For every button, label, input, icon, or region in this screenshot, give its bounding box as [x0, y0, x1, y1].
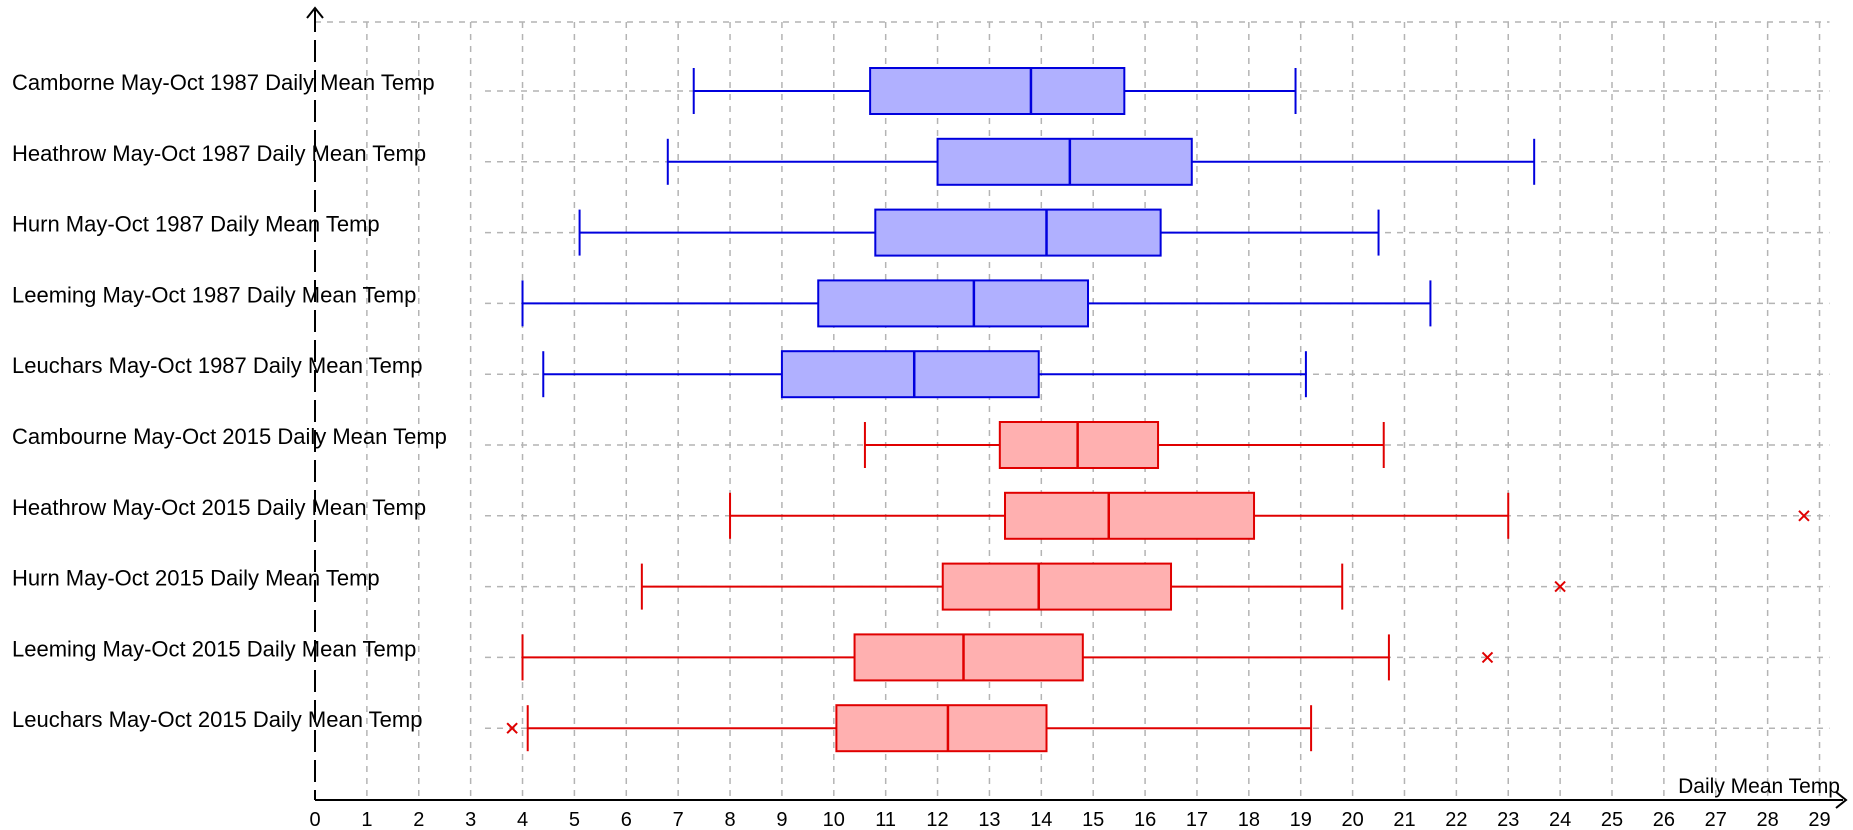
box-iqr: [998, 421, 1160, 469]
category-label: Heathrow May-Oct 1987 Daily Mean Temp: [12, 141, 426, 166]
x-tick-label: 19: [1290, 809, 1312, 830]
x-tick-labels: 0 1 2 3 4 5 6 7 8 9 10 11 12 13 14 15 16 17 18 19 20 21 22 23 24…: [309, 809, 1830, 830]
outlier-mark: [1554, 580, 1566, 593]
x-tick-label: 17: [1186, 809, 1208, 830]
outlier-point: [1798, 510, 1810, 522]
box-iqr: [853, 633, 1084, 682]
x-tick-label: 23: [1497, 809, 1519, 830]
category-label: Leuchars May-Oct 2015 Daily Mean Temp: [12, 707, 422, 732]
box-plot: [521, 633, 1494, 682]
x-tick-label: 3: [465, 809, 476, 830]
x-tick-label: 15: [1082, 809, 1104, 830]
box-iqr: [835, 704, 1048, 753]
x-tick-label: 7: [673, 809, 684, 830]
box-plot: [729, 491, 1810, 540]
x-tick-label: 6: [621, 809, 632, 830]
x-tick-label: 16: [1134, 809, 1156, 830]
x-tick-label: 9: [776, 809, 787, 830]
x-tick-label: 10: [823, 809, 845, 830]
box-iqr: [869, 67, 1126, 115]
outlier-point: [1481, 651, 1494, 664]
category-label: Cambourne May-Oct 2015 Daily Mean Temp: [12, 424, 447, 449]
box-plot: [542, 350, 1307, 399]
outlier-point: [1554, 580, 1566, 593]
category-label: Heathrow May-Oct 2015 Daily Mean Temp: [12, 495, 426, 520]
x-tick-label: 2: [413, 809, 424, 830]
box-plot: [521, 279, 1432, 328]
outlier-mark: [506, 722, 518, 734]
x-tick-label: 28: [1757, 809, 1779, 830]
x-tick-label: 0: [309, 809, 320, 830]
category-label: Leeming May-Oct 2015 Daily Mean Temp: [12, 636, 416, 661]
box-plot: [666, 137, 1536, 186]
category-labels: Camborne May-Oct 1987 Daily Mean Temp Hea…: [12, 70, 447, 732]
box-iqr: [874, 208, 1162, 257]
x-tick-label: 29: [1808, 809, 1830, 830]
x-tick-label: 27: [1705, 809, 1727, 830]
box-plot: [863, 421, 1385, 469]
box-plot: [692, 67, 1297, 115]
outlier-mark: [1481, 651, 1494, 664]
outlier-point: [506, 722, 518, 734]
x-tick-label: 1: [361, 809, 372, 830]
y-axis-arrow-icon: [306, 6, 324, 19]
box-iqr: [780, 350, 1040, 399]
x-tick-label: 22: [1445, 809, 1467, 830]
box-iqr: [936, 137, 1193, 186]
box-plot: [578, 208, 1380, 257]
x-tick-label: 12: [926, 809, 948, 830]
x-tick-label: 24: [1549, 809, 1571, 830]
x-tick-label: 20: [1341, 809, 1363, 830]
x-tick-label: 14: [1030, 809, 1052, 830]
category-label: Hurn May-Oct 2015 Daily Mean Temp: [12, 566, 380, 591]
category-label: Leuchars May-Oct 1987 Daily Mean Temp: [12, 353, 422, 378]
box-iqr: [817, 279, 1090, 328]
x-tick-label: 21: [1393, 809, 1415, 830]
x-tick-label: 4: [517, 809, 528, 830]
x-tick-label: 8: [724, 809, 735, 830]
x-tick-label: 5: [569, 809, 580, 830]
x-axis-arrow-icon: [1835, 791, 1848, 809]
x-axis-title: Daily Mean Temp: [1678, 775, 1840, 798]
x-tick-label: 13: [978, 809, 1000, 830]
box-plots: [506, 67, 1810, 753]
axes: Daily Mean Temp: [306, 6, 1848, 809]
category-label: Leeming May-Oct 1987 Daily Mean Temp: [12, 282, 416, 307]
x-tick-label: 18: [1238, 809, 1260, 830]
x-tick-label: 11: [875, 809, 896, 830]
box-iqr: [941, 562, 1173, 611]
category-label: Hurn May-Oct 1987 Daily Mean Temp: [12, 212, 380, 237]
x-tick-label: 25: [1601, 809, 1623, 830]
outlier-mark: [1798, 510, 1810, 522]
box-plot: [640, 562, 1566, 611]
box-plot: [506, 704, 1313, 753]
category-label: Camborne May-Oct 1987 Daily Mean Temp: [12, 70, 435, 95]
x-tick-label: 26: [1653, 809, 1675, 830]
box-iqr: [1004, 491, 1256, 540]
